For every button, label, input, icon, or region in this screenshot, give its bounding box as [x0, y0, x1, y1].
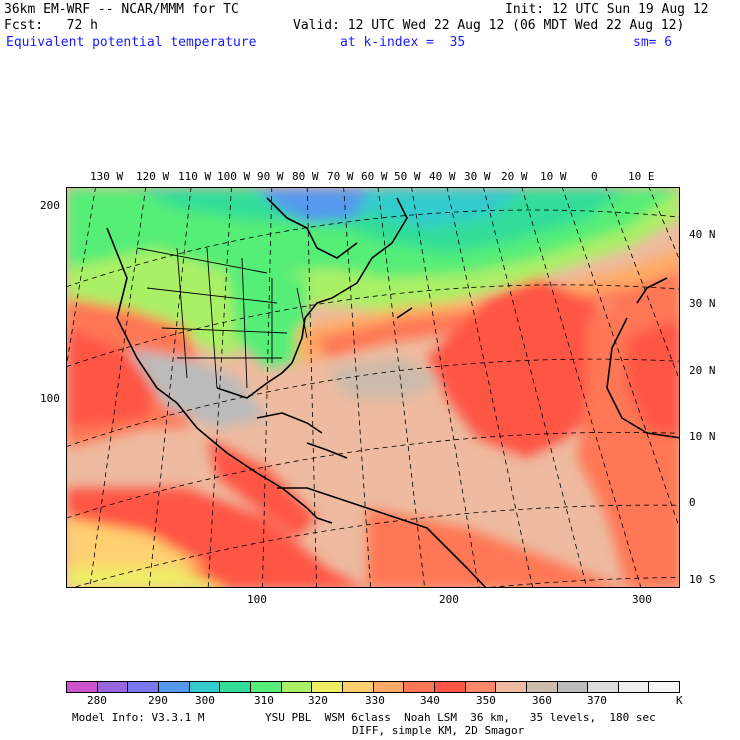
lat-label: 30 N — [689, 297, 716, 310]
colorbar-cell — [434, 682, 466, 692]
lon-label: 100 W — [217, 170, 251, 183]
lon-label: 130 W — [90, 170, 124, 183]
colorbar-label: 320 — [308, 694, 328, 707]
smoothing: sm= 6 — [633, 35, 673, 50]
field-shading — [67, 188, 679, 587]
colorbar-cell — [128, 682, 159, 692]
colorbar — [66, 681, 680, 693]
colorbar-unit: K — [676, 694, 683, 707]
colorbar-cell — [404, 682, 435, 692]
colorbar-cell — [312, 682, 343, 692]
lon-label: 10 W — [540, 170, 567, 183]
colorbar-cell — [97, 682, 129, 692]
colorbar-label: 310 — [254, 694, 274, 707]
lon-label: 80 W — [292, 170, 319, 183]
lon-label: 60 W — [361, 170, 388, 183]
k-index: at k-index = 35 — [340, 35, 466, 50]
grid-x-label: 100 — [247, 593, 267, 606]
colorbar-label: 330 — [365, 694, 385, 707]
grid-y-label: 100 — [40, 392, 60, 405]
colorbar-label: 300 — [195, 694, 215, 707]
colorbar-cell — [618, 682, 650, 692]
lat-label: 20 N — [689, 364, 716, 377]
colorbar-cell — [158, 682, 190, 692]
lat-label: 10 S — [689, 573, 716, 586]
colorbar-label: 370 — [587, 694, 607, 707]
valid-time: Valid: 12 UTC Wed 22 Aug 12 (06 MDT Wed … — [293, 18, 685, 33]
field-name: Equivalent potential temperature — [6, 35, 257, 50]
model-info: Model Info: V3.3.1 M — [72, 711, 205, 724]
grid-x-label: 200 — [439, 593, 459, 606]
lon-label: 70 W — [327, 170, 354, 183]
state-borders — [136, 247, 308, 389]
colorbar-cell — [649, 682, 680, 692]
colorbar-cell — [557, 682, 589, 692]
lon-label: 110 W — [178, 170, 212, 183]
lon-label: 50 W — [394, 170, 421, 183]
colorbar-label: 290 — [148, 694, 168, 707]
coastlines — [106, 197, 679, 587]
colorbar-cell — [465, 682, 497, 692]
forecast-hour: Fcst: 72 h — [4, 18, 98, 33]
init-time: Init: 12 UTC Sun 19 Aug 12 — [505, 2, 709, 17]
colorbar-cell — [67, 682, 98, 692]
colorbar-label: 350 — [476, 694, 496, 707]
physics-info: YSU PBL WSM 6class Noah LSM 36 km, 35 le… — [265, 711, 656, 724]
grid-x-label: 300 — [632, 593, 652, 606]
colorbar-cell — [496, 682, 527, 692]
colorbar-label: 340 — [420, 694, 440, 707]
map-canvas — [67, 188, 679, 587]
grid-y-label: 200 — [40, 199, 60, 212]
lon-label: 20 W — [501, 170, 528, 183]
lon-label: 40 W — [429, 170, 456, 183]
colorbar-cell — [281, 682, 313, 692]
lat-label: 10 N — [689, 430, 716, 443]
lat-label: 0 — [689, 496, 696, 509]
colorbar-label: 360 — [532, 694, 552, 707]
colorbar-cell — [342, 682, 374, 692]
diffusion-info: DIFF, simple KM, 2D Smagor — [352, 724, 525, 737]
lat-label: 40 N — [689, 228, 716, 241]
model-title: 36km EM-WRF -- NCAR/MMM for TC — [4, 2, 239, 17]
lon-label: 0 — [591, 170, 598, 183]
lon-label: 90 W — [257, 170, 284, 183]
colorbar-cell — [189, 682, 221, 692]
lon-label: 120 W — [136, 170, 170, 183]
colorbar-cell — [588, 682, 619, 692]
lon-label: 10 E — [628, 170, 655, 183]
graticule — [67, 188, 679, 587]
colorbar-cell — [373, 682, 405, 692]
theta-e-map — [66, 187, 680, 588]
lon-label: 30 W — [464, 170, 491, 183]
colorbar-cell — [526, 682, 558, 692]
colorbar-cell — [250, 682, 282, 692]
colorbar-label: 280 — [87, 694, 107, 707]
colorbar-cell — [220, 682, 251, 692]
